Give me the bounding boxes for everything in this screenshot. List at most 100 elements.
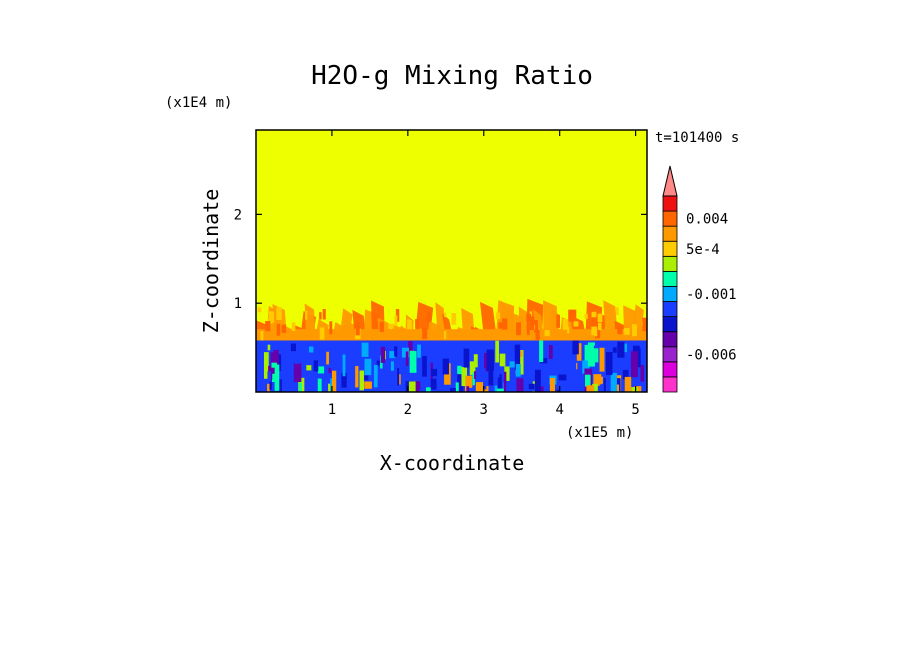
plume-streak	[355, 321, 360, 336]
layer-streak	[556, 389, 559, 392]
layer-streak	[389, 351, 396, 359]
layer-streak	[306, 365, 312, 371]
plume-streak	[276, 307, 282, 320]
plume-streak	[502, 318, 508, 330]
plume-streak	[498, 322, 504, 329]
y-axis: 12	[234, 207, 647, 312]
layer-streak	[475, 382, 483, 392]
x-unit-label: (x1E5 m)	[566, 425, 633, 441]
plot-area	[256, 130, 647, 392]
plume-streak	[591, 326, 595, 336]
layer-streak	[474, 371, 477, 380]
layer-streak	[572, 340, 579, 355]
x-tick-label: 4	[555, 402, 563, 418]
colorbar-band	[662, 225, 678, 242]
plume-streak	[570, 309, 577, 319]
layer-streak	[532, 391, 540, 392]
layer-streak	[267, 344, 271, 351]
layer-streak	[425, 387, 431, 392]
layer-streak	[503, 371, 507, 392]
layer-streak	[369, 391, 372, 392]
plume-streak	[573, 321, 579, 327]
layer-streak	[430, 378, 437, 390]
plume-streak	[617, 325, 623, 335]
layer-streak	[359, 370, 365, 391]
layer-streak	[263, 352, 269, 379]
layer-streak	[607, 389, 612, 392]
layer-streak	[361, 342, 369, 357]
layer-streak	[623, 343, 628, 353]
plume-streak	[597, 322, 602, 331]
y-tick-label: 1	[234, 296, 242, 312]
layer-streak	[494, 385, 498, 392]
layer-streak	[612, 347, 617, 353]
plume-streak	[642, 317, 647, 332]
colorbar-label: -0.001	[686, 287, 737, 303]
layer-streak	[596, 376, 603, 384]
colorbar-band	[662, 346, 678, 363]
layer-streak	[363, 375, 369, 381]
layer-streak	[364, 381, 372, 389]
colorbar-label: 0.004	[686, 212, 728, 228]
layer-streak	[483, 389, 488, 392]
layer-streak	[540, 358, 548, 364]
plume-streak	[495, 312, 501, 320]
layer-streak	[376, 360, 380, 366]
layer-streak	[328, 367, 332, 374]
layer-streak	[631, 387, 638, 392]
layer-streak	[457, 365, 462, 375]
plume-streak	[535, 330, 540, 340]
layer-streak	[499, 374, 502, 392]
colorbar-band	[662, 316, 678, 333]
layer-streak	[486, 385, 489, 392]
layer-streak	[405, 351, 409, 366]
colorbar-band	[662, 195, 678, 212]
layer-streak	[603, 378, 606, 392]
chart-title: H2O-g Mixing Ratio	[311, 61, 593, 91]
layer-streak	[599, 347, 605, 372]
layer-streak	[582, 360, 590, 374]
x-tick-label: 3	[480, 402, 488, 418]
layer-streak	[624, 376, 632, 392]
plume-streak	[594, 326, 598, 337]
layer-streak	[463, 348, 470, 368]
layer-streak	[277, 379, 282, 392]
plume-streak	[544, 330, 550, 337]
layer-streak	[509, 361, 516, 368]
layer-streak	[630, 351, 638, 378]
layer-streak	[455, 382, 459, 392]
layer-streak	[466, 386, 470, 392]
layer-streak	[586, 385, 594, 392]
plume-streak	[516, 322, 521, 336]
layer-streak	[528, 383, 535, 390]
layer-streak	[584, 344, 589, 364]
layer-streak	[576, 343, 582, 361]
layer-streak	[610, 372, 617, 392]
plume-streak	[556, 314, 560, 328]
layer-streak	[545, 388, 549, 392]
layer-streak	[394, 346, 398, 357]
layer-streak	[499, 353, 506, 367]
plume-streak	[526, 314, 532, 322]
layer-streak	[298, 382, 302, 392]
plume-streak	[305, 310, 308, 320]
colorbar-band	[662, 240, 678, 257]
plume-streak	[291, 322, 296, 331]
plume-streak	[427, 311, 432, 322]
layer-streak	[274, 364, 280, 391]
layer-streak	[290, 343, 296, 352]
plume-streak	[451, 313, 457, 325]
layer-streak	[336, 343, 341, 350]
colorbar-band	[662, 270, 678, 287]
layer-streak	[301, 362, 304, 368]
layer-streak	[469, 361, 476, 376]
layer-streak	[294, 352, 301, 364]
plume-streak	[319, 312, 322, 320]
layer-streak	[599, 384, 605, 392]
y-unit-label: (x1E4 m)	[165, 95, 232, 111]
layer-streak	[326, 351, 329, 365]
plume-streak	[281, 324, 287, 333]
colorbar-band	[662, 301, 678, 318]
layer-streak	[409, 351, 417, 373]
